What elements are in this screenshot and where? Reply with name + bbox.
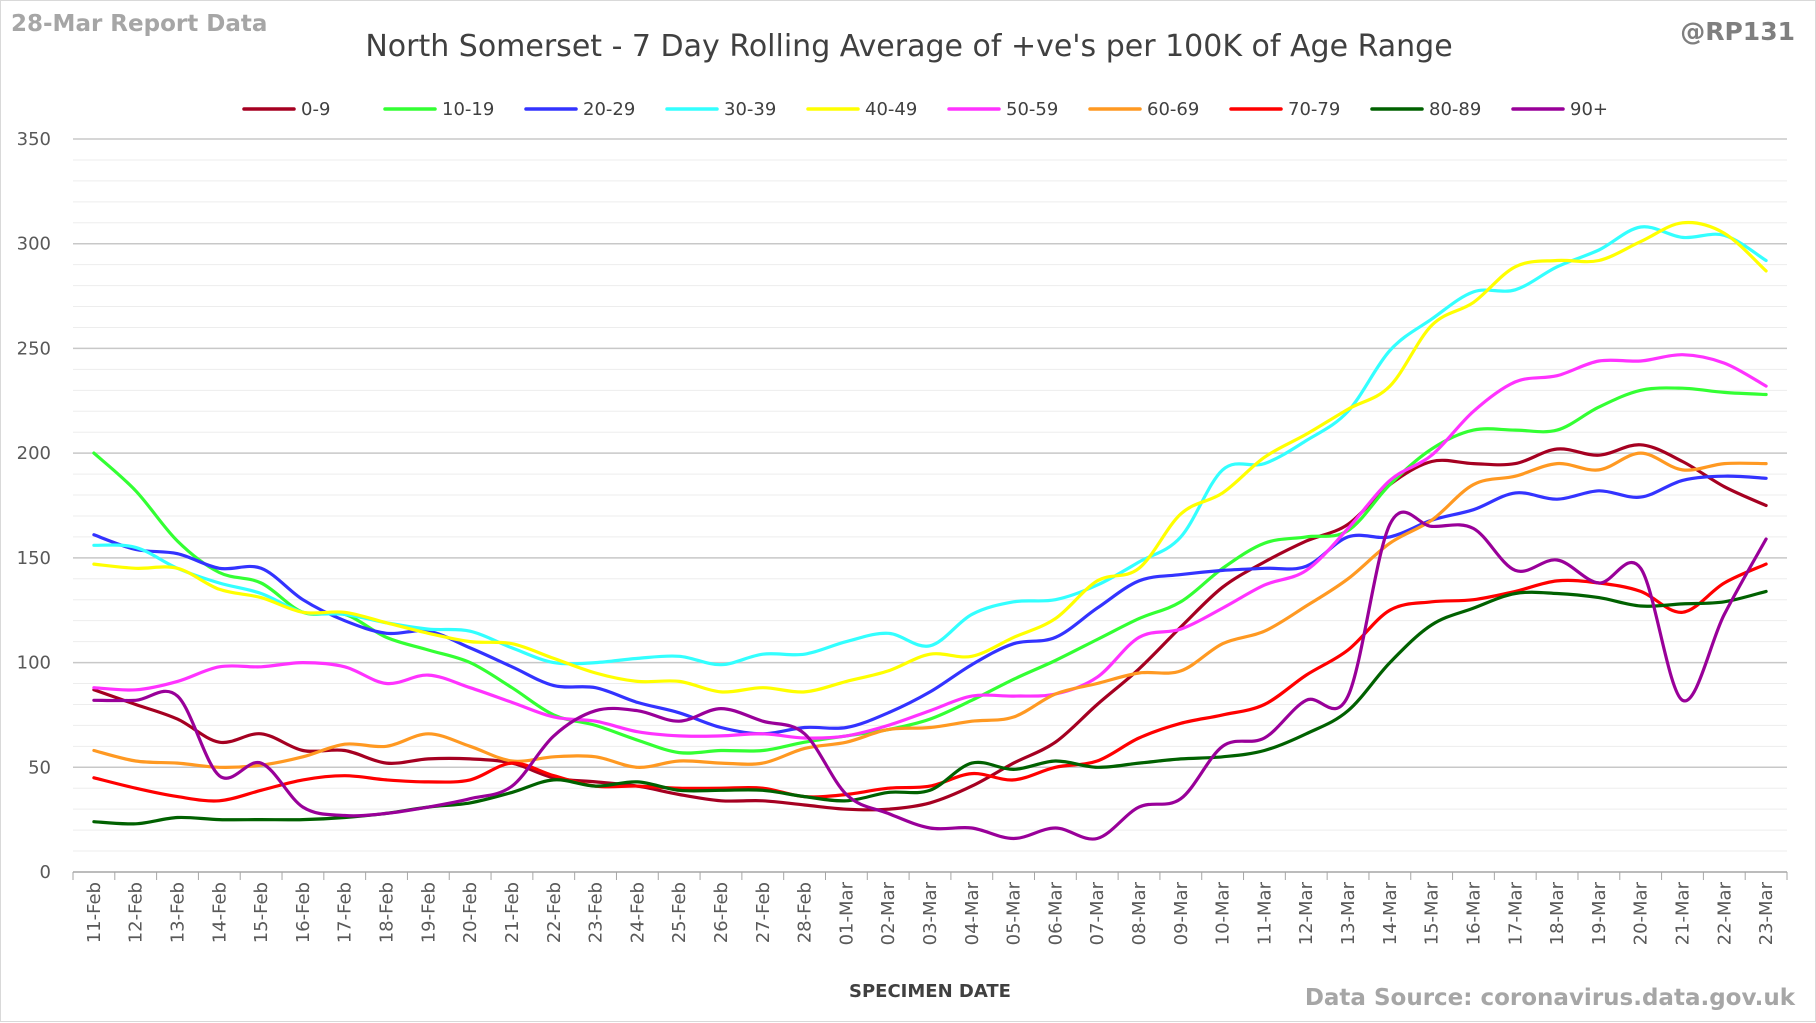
legend-label: 10-19 (442, 99, 494, 120)
x-tick-label: 10-Mar (1213, 881, 1234, 945)
x-tick-label: 17-Feb (335, 882, 356, 943)
y-tick-label: 300 (17, 234, 51, 255)
x-tick-label: 15-Mar (1422, 881, 1443, 945)
x-tick-label: 18-Feb (377, 882, 398, 943)
x-tick-label: 28-Feb (795, 882, 816, 943)
x-tick-label: 05-Mar (1004, 881, 1025, 945)
x-tick-label: 16-Mar (1463, 881, 1484, 945)
series-line-80-89 (92, 589, 1768, 826)
series-line-40-49 (92, 220, 1768, 694)
legend-label: 60-69 (1147, 99, 1199, 120)
series-line-90+ (92, 510, 1768, 841)
y-tick-label: 0 (40, 862, 51, 883)
x-tick-label: 18-Mar (1547, 881, 1568, 945)
x-tick-label: 19-Feb (418, 882, 439, 943)
x-tick-label: 07-Mar (1087, 881, 1108, 945)
x-tick-label: 21-Mar (1672, 881, 1693, 945)
series-line-0-9 (92, 443, 1768, 812)
x-tick-label: 06-Mar (1045, 881, 1066, 945)
x-tick-label: 22-Feb (544, 882, 565, 943)
legend-label: 50-59 (1006, 99, 1058, 120)
y-tick-label: 200 (17, 443, 51, 464)
series-line-50-59 (92, 353, 1768, 740)
legend-label: 80-89 (1429, 99, 1481, 120)
y-tick-label: 100 (17, 653, 51, 674)
legend-label: 0-9 (301, 99, 330, 120)
x-axis-label: SPECIMEN DATE (849, 981, 1011, 1002)
series-lines (92, 220, 1768, 841)
x-axis-ticks: 11-Feb 12-Feb 13-Feb 14-Feb 15-Feb 16-Feb 17-F… (72, 872, 1788, 945)
x-tick-label: 14-Feb (209, 882, 230, 943)
legend-label: 90+ (1570, 99, 1608, 120)
y-tick-label: 250 (17, 338, 51, 359)
legend-label: 40-49 (865, 99, 917, 120)
data-source: Data Source: coronavirus.data.gov.uk (1304, 985, 1795, 1011)
x-tick-label: 21-Feb (502, 882, 523, 943)
x-tick-label: 08-Mar (1129, 881, 1150, 945)
chart-title: North Somerset - 7 Day Rolling Average o… (365, 29, 1453, 64)
author-handle: @RP131 (1680, 17, 1795, 46)
x-tick-label: 09-Mar (1171, 881, 1192, 945)
series-line-60-69 (92, 451, 1768, 769)
x-tick-label: 14-Mar (1380, 881, 1401, 945)
x-tick-label: 20-Feb (460, 882, 481, 943)
series-line-30-39 (92, 225, 1768, 667)
x-tick-label: 01-Mar (836, 881, 857, 945)
x-tick-label: 25-Feb (669, 882, 690, 943)
x-tick-label: 16-Feb (293, 882, 314, 943)
x-tick-label: 20-Mar (1631, 881, 1652, 945)
x-tick-label: 02-Mar (878, 881, 899, 945)
x-tick-label: 13-Feb (168, 882, 189, 943)
x-tick-label: 11-Feb (84, 882, 105, 943)
legend-label: 20-29 (583, 99, 635, 120)
legend-label: 30-39 (724, 99, 776, 120)
report-date-label: 28-Mar Report Data (11, 11, 268, 37)
series-line-70-79 (92, 562, 1768, 803)
x-tick-label: 26-Feb (711, 882, 732, 943)
x-tick-label: 23-Mar (1756, 881, 1777, 945)
x-tick-label: 11-Mar (1254, 881, 1275, 945)
x-tick-label: 03-Mar (920, 881, 941, 945)
y-tick-label: 350 (17, 129, 51, 150)
x-tick-label: 22-Mar (1714, 881, 1735, 945)
x-tick-label: 15-Feb (251, 882, 272, 943)
x-tick-label: 12-Feb (126, 882, 147, 943)
x-tick-label: 04-Mar (962, 881, 983, 945)
y-tick-label: 150 (17, 548, 51, 569)
x-tick-label: 27-Feb (753, 882, 774, 943)
y-axis-ticks: 0 50 100 150 200 250 300 350 (17, 129, 51, 883)
gridlines (73, 138, 1787, 873)
legend-label: 70-79 (1288, 99, 1340, 120)
y-tick-label: 50 (28, 757, 51, 778)
x-tick-label: 24-Feb (627, 882, 648, 943)
x-tick-label: 19-Mar (1589, 881, 1610, 945)
x-tick-label: 23-Feb (586, 882, 607, 943)
x-tick-label: 12-Mar (1296, 881, 1317, 945)
series-line-20-29 (92, 474, 1768, 736)
x-tick-label: 13-Mar (1338, 881, 1359, 945)
x-tick-label: 17-Mar (1505, 881, 1526, 945)
legend: 0-9 10-19 20-29 30-39 40-49 50-59 60-69 70-79 80… (242, 99, 1608, 120)
